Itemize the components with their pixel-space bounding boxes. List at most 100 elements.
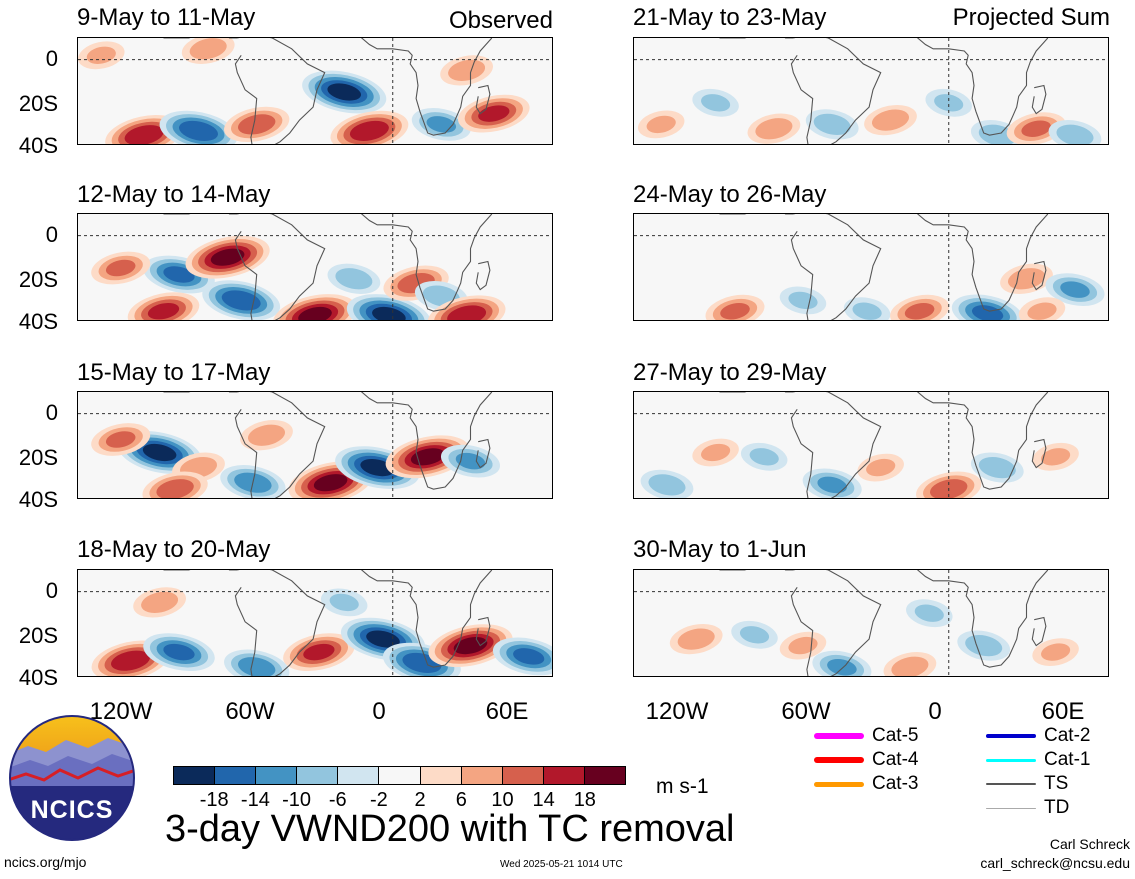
y-tick-label: 0: [45, 46, 58, 71]
wind-anomaly-cell: [247, 424, 286, 446]
wind-anomaly-cell: [210, 248, 245, 266]
coastline: [790, 214, 882, 320]
heatmap-svg: [634, 392, 1108, 498]
wind-anomaly-cell: [646, 115, 676, 134]
wind-anomaly-cell: [1056, 124, 1094, 144]
heatmap-background: [634, 570, 1108, 676]
heatmap-svg: [634, 214, 1108, 320]
legend-label: Cat-1: [1044, 749, 1091, 770]
coastline: [361, 214, 493, 312]
coastline: [917, 392, 1049, 490]
wind-anomaly-cell: [720, 302, 750, 320]
coastline: [1031, 84, 1047, 115]
coastline: [790, 392, 882, 498]
colorbar-tick-label: -10: [282, 789, 311, 811]
wind-anomaly-cell: [453, 637, 488, 655]
x-tick-label: 120W: [89, 698, 153, 725]
colorbar-swatch: [214, 767, 256, 784]
colorbar-swatch: [255, 767, 297, 784]
wind-anomaly-cell: [1007, 268, 1046, 290]
ncics-logo: NCICS: [8, 714, 136, 842]
panel-title: 30-May to 1-Jun: [633, 536, 807, 563]
legend-line: [986, 783, 1036, 785]
legend-label: Cat-4: [872, 749, 919, 770]
wind-anomaly-cell: [871, 109, 910, 131]
panel-tag-projected: Projected Sum: [952, 4, 1110, 31]
wind-anomaly-cell: [329, 593, 359, 612]
heatmap-svg: [78, 570, 552, 676]
wind-anomaly-cell: [163, 266, 195, 283]
wind-anomaly-cell: [813, 113, 851, 136]
coastline: [917, 38, 1049, 136]
wind-anomaly-cell: [349, 120, 389, 141]
wind-anomaly-cell: [934, 94, 964, 112]
legend-item-cat-5: Cat-5: [814, 726, 934, 746]
x-tick-label: 0: [928, 698, 942, 725]
coastline: [234, 38, 326, 144]
coastline: [917, 570, 1049, 668]
coastline: [361, 38, 493, 136]
coastline: [917, 214, 1049, 312]
coastline: [1031, 616, 1047, 647]
heatmap-panel: [633, 391, 1109, 499]
legend-item-ts: TS: [986, 774, 1106, 794]
wind-anomaly-cell: [677, 628, 715, 650]
panel-title: 21-May to 23-May: [633, 4, 827, 31]
legend-item-cat-4: Cat-4: [814, 750, 934, 770]
wind-anomaly-cell: [1060, 281, 1090, 298]
y-tick-label: 20S: [18, 267, 58, 292]
wind-anomaly-cell: [749, 448, 779, 466]
logo-text: NCICS: [30, 796, 114, 824]
wind-anomaly-cell: [978, 124, 1016, 144]
colorbar-tick-label: 14: [532, 789, 555, 811]
x-tick-label: 60E: [1041, 698, 1085, 725]
legend-line: [814, 733, 864, 739]
wind-anomaly-cell: [701, 94, 731, 112]
x-tick-label: 60W: [781, 698, 831, 725]
wind-anomaly-cell: [513, 648, 545, 665]
coastline: [361, 392, 493, 490]
coastline: [475, 84, 491, 115]
legend-item-cat-1: Cat-1: [986, 750, 1106, 770]
y-tick-label: 40S: [18, 665, 58, 690]
panel-title: 18-May to 20-May: [77, 536, 271, 563]
wind-anomaly-cell: [142, 443, 177, 462]
legend-item-cat-2: Cat-2: [986, 726, 1106, 746]
wind-anomaly-cell: [189, 38, 227, 60]
legend-line: [986, 734, 1036, 738]
y-tick-label: 0: [45, 222, 58, 247]
colorbar-swatch: [419, 767, 461, 784]
heatmap-svg: [634, 570, 1108, 676]
colorbar-tick-label: -14: [240, 789, 270, 811]
footer-author: Carl Schreck: [1049, 836, 1130, 852]
wind-anomaly-cell: [303, 643, 335, 661]
wind-anomaly-cell: [360, 459, 395, 477]
panel-tag-observed: Observed: [448, 7, 553, 34]
colorbar-swatch: [460, 767, 502, 784]
wind-anomaly-cell: [366, 630, 400, 648]
wind-anomaly-cell: [904, 302, 935, 320]
wind-anomaly-cell: [1021, 120, 1051, 137]
x-tick-label: 120W: [645, 698, 709, 725]
wind-anomaly-cell: [163, 643, 195, 661]
coastline: [790, 38, 882, 144]
heatmap-panel: [77, 391, 553, 499]
legend-item-td: TD: [986, 798, 1106, 818]
coastline: [475, 616, 491, 647]
colorbar-swatch: [174, 767, 215, 784]
colorbar-tick-label: 6: [455, 789, 467, 811]
wind-anomaly-cell: [455, 452, 486, 470]
wind-anomaly-cell: [335, 268, 373, 290]
wind-anomaly-cell: [448, 59, 486, 82]
wind-anomaly-cell: [914, 604, 944, 622]
wind-anomaly-cell: [648, 474, 686, 496]
wind-anomaly-cell: [971, 305, 1004, 320]
wind-anomaly-cell: [891, 656, 929, 676]
legend-line: [986, 807, 1036, 809]
heatmap-svg: [78, 214, 552, 320]
heatmap-panel: [633, 37, 1109, 145]
colorbar-tick-label: -18: [199, 789, 229, 811]
wind-anomaly-cell: [105, 431, 136, 448]
wind-anomaly-cell: [978, 456, 1016, 479]
heatmap-svg: [78, 38, 552, 144]
